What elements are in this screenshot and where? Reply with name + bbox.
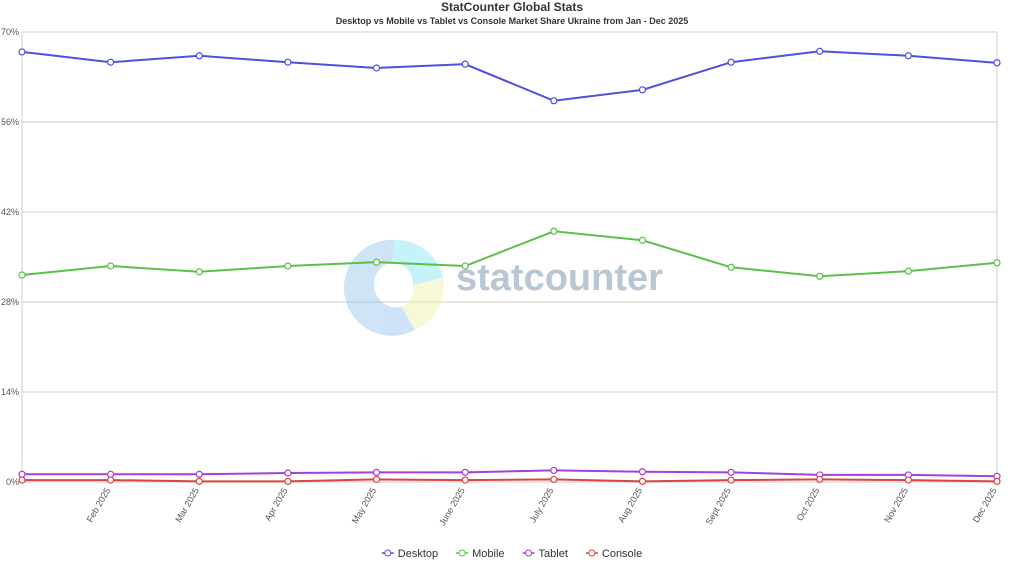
legend-marker	[525, 549, 533, 557]
y-tick-label: 70%	[1, 27, 19, 37]
data-point	[904, 476, 912, 484]
legend-marker	[458, 549, 466, 557]
x-tick-label: Apr 2025	[263, 486, 290, 523]
legend-label: Desktop	[398, 548, 438, 560]
data-point	[550, 227, 558, 235]
data-point	[284, 262, 292, 270]
watermark-logo	[343, 239, 444, 336]
legend-label: Tablet	[539, 548, 568, 560]
data-point	[107, 58, 115, 66]
data-point	[461, 60, 469, 68]
chart-subtitle: Desktop vs Mobile vs Tablet vs Console M…	[336, 16, 688, 26]
data-point	[550, 466, 558, 475]
legend-item: Desktop	[381, 548, 438, 560]
data-point	[18, 470, 26, 478]
legend-item: Tablet	[522, 548, 568, 560]
y-tick-label: 56%	[1, 117, 19, 127]
data-point	[816, 475, 824, 484]
legend-label: Console	[602, 548, 642, 560]
data-point	[816, 272, 824, 280]
legend-marker	[588, 549, 596, 557]
x-tick-label: June 2025	[437, 486, 467, 527]
y-tick-label: 14%	[1, 387, 19, 397]
data-point	[372, 475, 381, 484]
y-tick-label: 42%	[1, 207, 19, 217]
data-point	[107, 470, 115, 478]
x-tick-label: Nov 2025	[882, 486, 910, 524]
x-tick-label: July 2025	[528, 486, 556, 524]
x-tick-label: Aug 2025	[616, 486, 644, 524]
data-point	[18, 271, 26, 279]
y-tick-label: 28%	[1, 297, 19, 307]
data-point	[107, 262, 115, 270]
data-point	[638, 236, 647, 244]
data-point	[550, 475, 558, 484]
legend-item: Mobile	[456, 548, 505, 560]
data-point	[461, 476, 469, 484]
data-point	[727, 476, 735, 484]
x-tick-label: Feb 2025	[85, 486, 113, 524]
x-tick-label: Dec 2025	[971, 486, 999, 524]
data-point	[816, 47, 824, 55]
data-point	[638, 86, 647, 94]
data-point	[195, 52, 203, 60]
data-point	[18, 48, 26, 56]
data-point	[638, 477, 647, 485]
data-point	[461, 468, 469, 476]
legend-marker	[384, 549, 392, 557]
data-point	[727, 263, 735, 271]
data-point	[195, 470, 203, 478]
data-point	[195, 268, 203, 276]
data-point	[372, 468, 381, 476]
x-tick-label: May 2025	[350, 486, 378, 525]
data-point	[904, 267, 912, 275]
x-tick-label: Mar 2025	[173, 486, 201, 524]
data-point	[993, 477, 1001, 485]
data-point	[727, 58, 735, 66]
data-point	[372, 64, 381, 72]
series-line	[22, 478, 998, 483]
series-line	[21, 50, 998, 102]
legend-item: Console	[585, 548, 642, 560]
legend-label: Mobile	[472, 548, 504, 560]
data-point	[372, 258, 381, 266]
data-point	[195, 477, 203, 485]
data-point	[993, 259, 1001, 267]
series-line	[21, 230, 998, 278]
data-point	[284, 469, 292, 477]
data-point	[904, 52, 912, 60]
data-point	[550, 97, 558, 105]
data-point	[18, 476, 26, 484]
y-tick-label: 0%	[6, 477, 19, 487]
data-point	[993, 59, 1001, 67]
data-point	[727, 468, 735, 476]
data-point	[461, 262, 469, 270]
chart-title: StatCounter Global Stats	[441, 0, 583, 14]
x-tick-label: Oct 2025	[795, 486, 822, 523]
legend: Desktop Mobile Tablet Console	[381, 548, 642, 560]
series-line	[22, 469, 998, 478]
watermark-text: statcounter	[456, 257, 663, 299]
data-point	[107, 476, 115, 484]
x-tick-label: Sept 2025	[704, 486, 733, 527]
data-point	[638, 468, 647, 476]
data-point	[284, 477, 292, 485]
data-point	[284, 58, 292, 66]
